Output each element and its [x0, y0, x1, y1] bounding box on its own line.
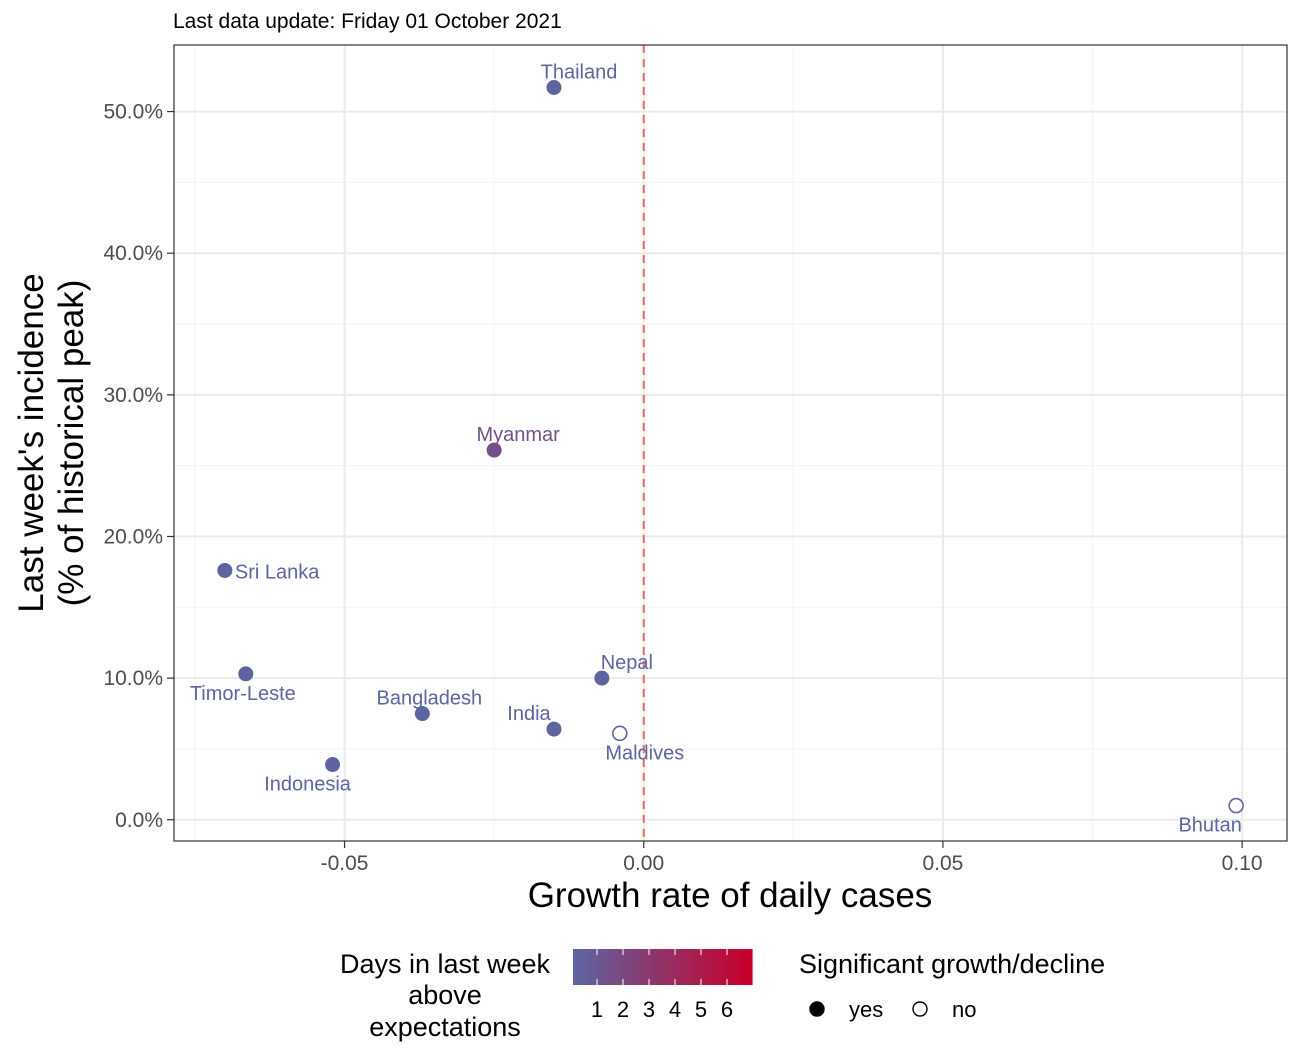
point-label-thailand: Thailand: [541, 61, 618, 83]
color-legend-segment: [612, 949, 619, 985]
color-legend-segment: [577, 949, 584, 985]
color-legend-tick-label: 1: [591, 997, 603, 1022]
color-legend-segment: [592, 949, 599, 985]
color-legend-segment: [607, 949, 614, 985]
color-legend-segment: [697, 949, 703, 985]
color-legend-segment: [742, 949, 748, 985]
color-legend-segment: [672, 949, 679, 985]
point-label-myanmar: Myanmar: [476, 424, 560, 446]
point-bhutan: [1228, 797, 1244, 814]
shape-legend-label-yes: yes: [849, 997, 883, 1022]
color-legend-tick-label: 2: [617, 997, 629, 1022]
y-tick-label: 30.0%: [103, 384, 163, 407]
color-legend-segment: [642, 949, 649, 985]
color-legend-segment: [667, 949, 674, 985]
color-legend-tick-label: 5: [695, 997, 707, 1022]
color-legend-tick-label: 3: [643, 997, 655, 1022]
color-legend-segment: [652, 949, 659, 985]
point-label-nepal: Nepal: [601, 652, 653, 674]
color-legend-title-line-2: above: [408, 980, 482, 1010]
color-legend-segment: [687, 949, 693, 985]
point-nepal: [594, 670, 610, 686]
point-sri-lanka: [217, 562, 233, 578]
x-tick-label: 0.05: [922, 852, 963, 875]
shape-legend-key-no: [912, 1001, 928, 1017]
color-legend-segment: [637, 949, 644, 985]
color-legend-segment: [717, 949, 723, 985]
x-tick-label: 0.10: [1222, 852, 1263, 875]
y-tick-label: 0.0%: [115, 809, 163, 832]
point-label-maldives: Maldives: [605, 742, 684, 764]
point-indonesia: [325, 757, 341, 773]
point-bangladesh: [414, 706, 430, 722]
point-label-bhutan: Bhutan: [1178, 815, 1241, 837]
color-legend-segment: [647, 949, 654, 985]
y-tick-label: 20.0%: [103, 525, 163, 548]
shape-legend-title: Significant growth/decline: [799, 949, 1105, 979]
y-tick-label: 40.0%: [103, 242, 163, 265]
color-legend-segment: [587, 949, 594, 985]
minor-gridlines: [174, 45, 1287, 841]
x-axis-ticks: -0.05 0.00 0.05 0.10: [321, 841, 1263, 875]
color-legend-bar: [573, 949, 753, 985]
color-legend-segment: [602, 949, 609, 985]
shape-legend-label-no: no: [952, 997, 976, 1022]
color-legend-segment: [732, 949, 738, 985]
shape-legend-items: yes no: [809, 997, 976, 1022]
major-gridlines: [174, 45, 1287, 841]
color-legend-segment: [657, 949, 664, 985]
point-myanmar: [486, 442, 502, 458]
color-legend-segment: [737, 949, 743, 985]
point-maldives: [611, 725, 628, 742]
point-label-indonesia: Indonesia: [264, 774, 352, 796]
x-axis-title: Growth rate of daily cases: [528, 876, 933, 915]
plot-panel-border: [173, 44, 1288, 842]
data-points: [217, 79, 1244, 814]
color-legend-title-line-3: expectations: [369, 1012, 521, 1042]
color-legend-segment: [722, 949, 728, 985]
color-legend-segment: [632, 949, 639, 985]
y-axis-title: Last week's incidence (% of historical p…: [12, 273, 91, 612]
color-legend-segment: [747, 949, 753, 985]
color-legend-tick-label: 4: [669, 997, 681, 1022]
color-legend-segment: [677, 949, 683, 985]
x-tick-label: -0.05: [321, 852, 369, 875]
color-legend-segment: [682, 949, 688, 985]
color-legend-segment: [597, 949, 604, 985]
point-label-sri-lanka: Sri Lanka: [235, 561, 320, 583]
point-india: [546, 721, 562, 737]
color-legend-segment: [662, 949, 669, 985]
y-axis-title-line-1: Last week's incidence: [12, 273, 51, 612]
color-legend-segment: [573, 949, 579, 985]
y-axis-ticks: 0.0% 10.0% 20.0% 30.0% 40.0% 50.0%: [103, 101, 174, 832]
y-tick-label: 50.0%: [103, 101, 163, 124]
chart-subtitle: Last data update: Friday 01 October 2021: [173, 10, 562, 33]
point-label-timor-leste: Timor-Leste: [190, 683, 296, 705]
color-legend-segment: [692, 949, 698, 985]
x-tick-label: 0.00: [623, 852, 664, 875]
color-legend-segment: [627, 949, 634, 985]
color-legend-segment: [702, 949, 708, 985]
color-legend-segment: [582, 949, 589, 985]
color-legend-tick-label: 6: [721, 997, 733, 1022]
color-legend-segment: [727, 949, 733, 985]
y-axis-title-line-2: (% of historical peak): [52, 280, 91, 607]
point-thailand: [546, 79, 562, 95]
point-label-india: India: [507, 703, 551, 725]
y-tick-label: 10.0%: [103, 667, 163, 690]
shape-legend-key-yes: [809, 1001, 825, 1017]
color-legend-segment: [617, 949, 624, 985]
point-labels: Thailand Myanmar Sri Lanka Timor-Leste Nepal…: [190, 61, 1242, 836]
color-legend-title-line-1: Days in last week: [340, 949, 551, 979]
point-label-bangladesh: Bangladesh: [377, 688, 483, 710]
color-legend-segment: [712, 949, 718, 985]
point-timor-leste: [238, 666, 254, 682]
color-legend-segment: [622, 949, 629, 985]
color-legend-segment: [707, 949, 713, 985]
